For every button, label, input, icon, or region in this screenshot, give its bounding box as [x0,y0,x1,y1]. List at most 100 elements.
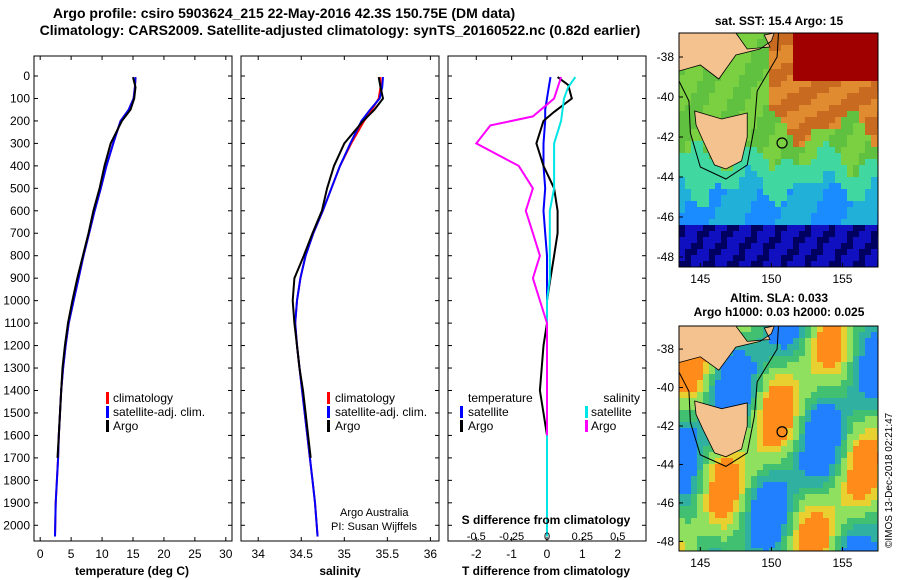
map-cell [691,392,697,398]
map-cell [871,548,877,551]
map-cell [847,410,853,416]
map-cell [793,482,799,488]
map-cell [679,135,685,141]
map-cell [823,428,829,434]
map-cell [787,374,793,380]
lat-tick-label: -48 [657,250,675,264]
map-cell [799,470,805,476]
map-cell [709,189,715,195]
map-cell [715,386,721,392]
map-cell [769,374,775,380]
map-cell [745,99,751,105]
map-cell [733,105,739,111]
map-cell [841,380,847,386]
map-cell [715,177,721,183]
map-cell [853,338,859,344]
map-cell [829,548,835,551]
map-cell [805,225,811,231]
map-cell [799,219,805,225]
map-cell [823,488,829,494]
map-cell [703,69,709,75]
map-cell [853,87,859,93]
map-cell [829,81,835,87]
map-cell [859,464,865,470]
map-cell [841,129,847,135]
map-cell [757,368,763,374]
map-cell [769,57,775,63]
map-cell [721,392,727,398]
map-cell [871,332,877,338]
map-cell [847,446,853,452]
map-cell [727,87,733,93]
map-cell [769,159,775,165]
map-cell [685,374,691,380]
map-cell [835,237,841,243]
map-cell [823,452,829,458]
map-cell [787,75,793,81]
map-cell [715,518,721,524]
map-cell [853,524,859,530]
map-cell [685,117,691,123]
map-cell [805,99,811,105]
map-cell [679,171,685,177]
map-cell [775,548,781,551]
map-cell [799,159,805,165]
map-cell [703,374,709,380]
map-cell [763,530,769,536]
map-cell [679,99,685,105]
map-cell [697,159,703,165]
legend-title-temperature: temperature [468,391,533,405]
map-cell [829,207,835,213]
map-cell [739,398,745,404]
map-cell [787,189,793,195]
map-cell [793,219,799,225]
map-cell [871,33,877,39]
map-cell [817,446,823,452]
map-cell [823,255,829,261]
map-cell [691,536,697,542]
map-cell [745,141,751,147]
sst-map-title: sat. SST: 15.4 Argo: 15 [715,14,844,28]
map-cell [769,332,775,338]
map-cell [871,231,877,237]
map-cell [793,39,799,45]
map-cell [823,506,829,512]
map-cell [751,237,757,243]
map-cell [757,422,763,428]
map-cell [865,548,871,551]
map-cell [781,87,787,93]
map-cell [679,201,685,207]
map-cell [769,153,775,159]
map-cell [817,410,823,416]
map-cell [841,45,847,51]
map-cell [817,512,823,518]
map-cell [859,165,865,171]
map-cell [805,548,811,551]
map-cell [847,141,853,147]
map-cell [769,87,775,93]
map-cell [805,207,811,213]
map-cell [679,452,685,458]
map-cell [841,452,847,458]
map-cell [853,506,859,512]
map-cell [805,542,811,548]
map-cell [739,69,745,75]
map-cell [841,105,847,111]
map-cell [763,75,769,81]
map-cell [751,446,757,452]
map-cell [829,69,835,75]
map-cell [685,129,691,135]
map-cell [769,171,775,177]
map-cell [805,87,811,93]
map-cell [853,135,859,141]
map-cell [835,524,841,530]
map-cell [775,75,781,81]
map-cell [859,111,865,117]
map-cell [763,380,769,386]
map-cell [703,536,709,542]
map-cell [769,434,775,440]
map-cell [691,470,697,476]
temperature-x-label: temperature (deg C) [75,564,189,578]
depth-axis: 0100200300400500600700800900100011001200… [3,69,646,532]
map-cell [769,207,775,213]
